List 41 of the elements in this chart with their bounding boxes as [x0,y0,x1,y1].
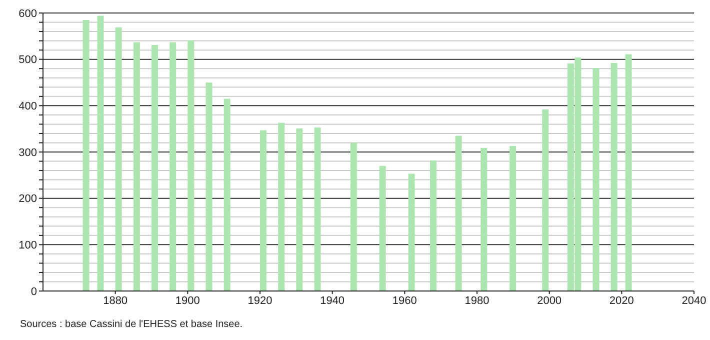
bar [278,122,285,291]
bar [170,42,176,291]
y-tick-label: 400 [18,100,37,113]
x-tick-label: 1900 [175,294,200,307]
bar [260,130,267,291]
y-tick-label: 100 [18,240,37,252]
x-tick-label: 2000 [537,294,562,307]
bar [610,63,618,291]
x-tick-label: 2040 [682,294,706,307]
bar [97,16,104,291]
bar [510,146,516,291]
bar [455,136,462,291]
bar [296,128,303,291]
y-tick-label: 500 [18,54,37,66]
y-tick-label: 0 [30,286,37,298]
bar [430,160,436,291]
y-tick-label: 600 [18,8,37,20]
y-tick-label: 300 [18,146,37,159]
bar [408,174,415,291]
bar [206,82,212,291]
x-tick-label: 1880 [103,294,128,307]
bar [224,98,230,291]
bar [625,54,632,291]
bar [115,27,122,291]
bar [592,68,600,291]
bar [379,166,386,291]
x-tick-label: 1920 [248,294,272,307]
bar [152,44,158,291]
x-tick-label: 1940 [320,294,345,307]
bar [82,20,90,291]
x-tick-label: 1960 [392,294,417,307]
y-tick-label: 200 [18,193,37,206]
bar [188,40,194,291]
bar [314,127,321,291]
x-tick-label: 2020 [609,294,634,307]
source-note: Sources : base Cassini de l'EHESS et base Insee. [20,319,244,330]
bar [350,142,357,291]
bar [133,42,140,291]
x-tick-label: 1980 [464,294,490,307]
bar [542,109,549,291]
bar [480,148,488,291]
